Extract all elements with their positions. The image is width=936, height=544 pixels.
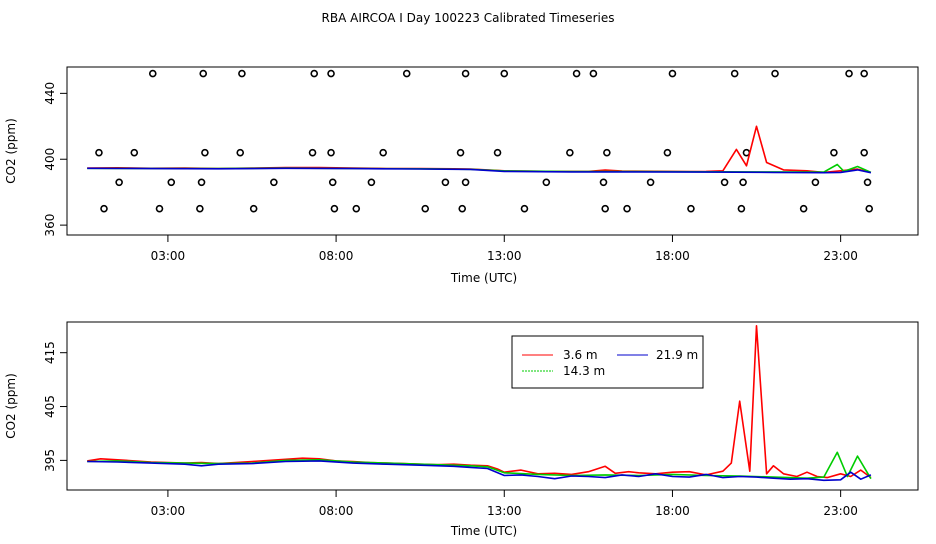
sample-point <box>155 204 164 213</box>
sample-point <box>646 178 655 187</box>
sample-point <box>197 178 206 187</box>
top-y-tick-label: 360 <box>43 214 57 237</box>
bottom-x-axis-label: Time (UTC) <box>450 524 517 538</box>
sample-point <box>520 204 529 213</box>
sample-point <box>720 178 729 187</box>
bottom-series-3-6-m <box>87 324 872 479</box>
bottom-panel: Time (UTC) CO2 (ppm) 3.6 m 21.9 m 14.3 m… <box>4 321 919 538</box>
sample-point <box>623 204 631 213</box>
chart-title: RBA AIRCOA I Day 100223 Calibrated Times… <box>322 11 615 25</box>
sample-point <box>830 148 838 157</box>
sample-point <box>663 148 672 157</box>
sample-point <box>737 204 746 213</box>
sample-point <box>330 204 339 213</box>
sample-point <box>238 69 246 78</box>
sample-point <box>249 204 258 213</box>
bottom-x-tick-label: 13:00 <box>487 504 522 518</box>
sample-point <box>542 178 551 187</box>
sample-point <box>421 204 430 213</box>
top-plot-frame <box>66 66 919 236</box>
sample-point <box>493 148 502 157</box>
sample-point <box>860 148 868 157</box>
sample-point <box>589 69 598 78</box>
sample-point <box>865 204 874 213</box>
sample-point <box>799 204 808 213</box>
sample-point <box>860 69 868 78</box>
sample-point <box>196 204 204 213</box>
top-x-tick-label: 03:00 <box>151 249 186 263</box>
sample-point <box>461 178 470 187</box>
sample-point <box>461 69 470 78</box>
sample-point <box>603 148 611 157</box>
sample-point <box>115 178 123 187</box>
bottom-y-tick-label: 395 <box>43 449 57 472</box>
sample-point <box>456 148 465 157</box>
bottom-plot-frame <box>66 321 919 491</box>
legend-label-14-3m: 14.3 m <box>563 364 605 378</box>
sample-point <box>402 69 411 78</box>
top-x-axis-label: Time (UTC) <box>450 271 517 285</box>
sample-point <box>811 178 820 187</box>
sample-point <box>730 69 739 78</box>
bottom-series-lines <box>87 324 872 482</box>
sample-point <box>130 148 139 157</box>
sample-point <box>739 178 747 187</box>
top-panel: Time (UTC) CO2 (ppm) 03:00 08:00 13:00 18:0… <box>4 66 919 285</box>
sample-point <box>441 178 450 187</box>
bottom-y-tick-label: 405 <box>43 395 57 418</box>
top-y-axis-label: CO2 (ppm) <box>4 118 18 184</box>
sample-point <box>328 178 337 187</box>
sample-point <box>310 69 319 78</box>
legend: 3.6 m 21.9 m 14.3 m <box>511 335 704 389</box>
bottom-y-tick-label: 415 <box>43 341 57 364</box>
sample-point <box>863 178 872 187</box>
sample-point <box>458 204 467 213</box>
sample-point <box>95 148 103 157</box>
top-x-tick-label: 13:00 <box>487 249 522 263</box>
sample-point <box>100 204 108 213</box>
top-series-lines <box>87 125 872 174</box>
sample-point <box>566 148 574 157</box>
sample-point <box>167 178 176 187</box>
top-x-tick-label: 08:00 <box>319 249 354 263</box>
sample-point <box>201 148 209 157</box>
sample-point <box>352 204 361 213</box>
top-y-tick-label: 440 <box>43 82 57 105</box>
sample-point <box>500 69 509 78</box>
sample-point <box>367 178 376 187</box>
top-sample-points <box>95 69 874 213</box>
legend-label-3-6m: 3.6 m <box>563 348 598 362</box>
sample-point <box>845 69 853 78</box>
sample-point <box>771 69 779 78</box>
sample-point <box>379 148 387 157</box>
bottom-x-tick-label: 03:00 <box>151 504 186 518</box>
sample-point <box>327 69 335 78</box>
sample-point <box>687 204 695 213</box>
bottom-x-tick-label: 23:00 <box>823 504 858 518</box>
sample-point <box>199 69 208 78</box>
sample-point <box>601 204 609 213</box>
top-x-tick-label: 23:00 <box>823 249 858 263</box>
sample-point <box>572 69 581 78</box>
sample-point <box>236 148 245 157</box>
bottom-series-21-9-m <box>87 460 872 482</box>
sample-point <box>270 178 278 187</box>
sample-point <box>599 178 608 187</box>
sample-point <box>668 69 677 78</box>
sample-point <box>308 148 317 157</box>
legend-box <box>511 335 704 389</box>
top-y-tick-label: 400 <box>43 148 57 171</box>
top-x-tick-label: 18:00 <box>655 249 690 263</box>
legend-label-21-9m: 21.9 m <box>656 348 698 362</box>
sample-point <box>327 148 335 157</box>
bottom-x-tick-label: 08:00 <box>319 504 354 518</box>
sample-point <box>148 69 157 78</box>
top-series-21-9-m <box>87 167 872 174</box>
bottom-x-tick-label: 18:00 <box>655 504 690 518</box>
bottom-y-axis-label: CO2 (ppm) <box>4 373 18 439</box>
